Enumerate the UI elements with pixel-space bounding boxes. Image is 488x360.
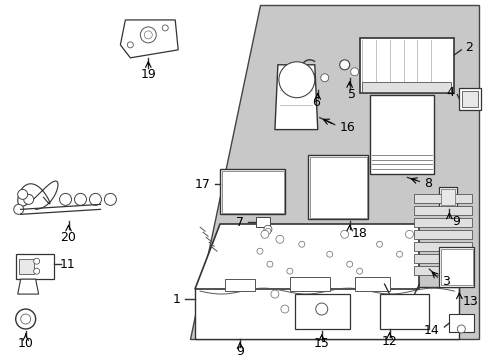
Bar [441,189,454,205]
Circle shape [356,268,362,274]
Text: 6: 6 [311,96,319,109]
Bar [379,294,428,329]
Bar [309,157,366,218]
Polygon shape [195,224,419,289]
Bar [414,266,471,275]
Circle shape [340,230,348,238]
Text: 9: 9 [451,215,459,228]
Text: 10: 10 [18,337,34,350]
Circle shape [456,325,465,333]
Text: 2: 2 [465,41,472,54]
Circle shape [144,31,152,39]
Text: 16: 16 [339,121,355,134]
Bar [414,218,471,227]
Bar [307,154,367,219]
Bar [294,294,349,329]
Bar [255,217,269,227]
Text: 1: 1 [172,293,180,306]
Circle shape [140,27,156,43]
Text: 12: 12 [381,336,397,348]
Circle shape [405,230,413,238]
Polygon shape [190,5,478,339]
Circle shape [264,225,271,233]
Bar [289,277,329,291]
Bar [359,38,453,93]
Bar [448,314,473,332]
Circle shape [280,305,288,313]
Polygon shape [120,20,178,58]
Text: 14: 14 [423,324,439,337]
Text: 17: 17 [194,178,210,191]
Polygon shape [195,287,458,339]
Text: 13: 13 [461,294,477,307]
Circle shape [20,314,31,324]
Text: 3: 3 [442,275,449,288]
Circle shape [162,25,168,31]
Bar [224,279,254,291]
Bar [19,259,34,274]
Text: 11: 11 [60,258,75,271]
Bar [16,254,54,279]
Circle shape [256,248,263,254]
Circle shape [376,241,382,247]
Circle shape [270,290,278,298]
Circle shape [278,62,314,98]
Bar [369,95,433,175]
Circle shape [14,204,23,214]
Circle shape [34,258,40,264]
Circle shape [339,60,349,70]
Circle shape [34,268,40,274]
Bar [458,88,480,110]
Bar [414,254,471,263]
Text: 4: 4 [446,86,453,99]
Circle shape [275,235,284,243]
Bar [461,91,477,107]
Circle shape [18,189,28,199]
Polygon shape [274,65,317,130]
Circle shape [127,42,133,48]
Circle shape [261,230,268,238]
Circle shape [315,303,327,315]
Circle shape [320,74,328,82]
Text: 19: 19 [140,68,156,81]
Bar [414,206,471,215]
Bar [439,247,473,287]
Circle shape [298,241,304,247]
Text: 20: 20 [61,231,76,244]
Circle shape [264,228,270,234]
Bar [354,277,389,291]
Bar [222,171,284,213]
Text: 8: 8 [424,177,431,190]
Bar [361,82,450,92]
Bar [414,242,471,251]
Circle shape [346,261,352,267]
Circle shape [23,194,34,204]
Bar [441,249,472,285]
Circle shape [350,68,358,76]
Circle shape [286,268,292,274]
Polygon shape [18,279,39,294]
Circle shape [266,261,272,267]
Text: 18: 18 [351,227,367,240]
Text: 5: 5 [347,88,355,101]
Circle shape [396,251,402,257]
Bar [439,188,456,207]
Circle shape [326,251,332,257]
Circle shape [16,309,36,329]
Text: 9: 9 [236,345,244,359]
Bar [414,230,471,239]
Text: 15: 15 [313,337,329,350]
Bar [414,194,471,203]
Text: 7: 7 [236,216,244,229]
Bar [220,170,285,214]
